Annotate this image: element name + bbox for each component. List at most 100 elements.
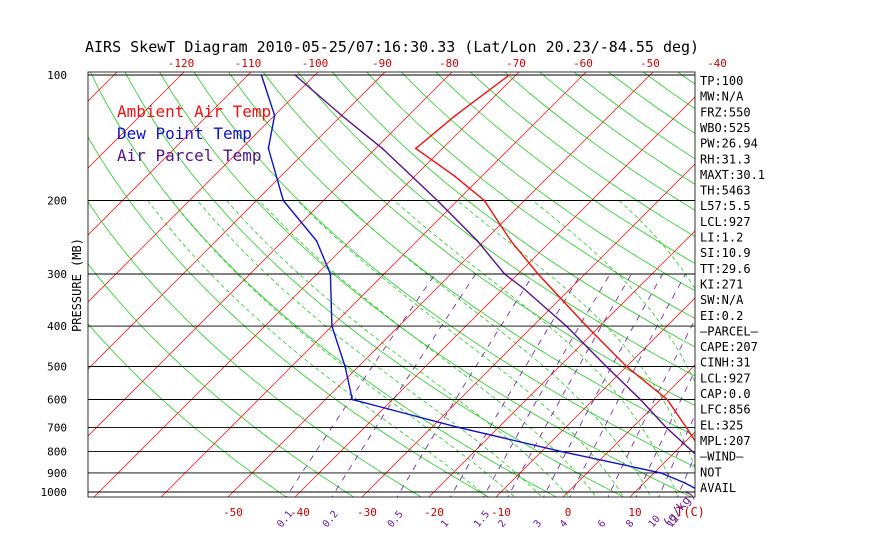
dry-adiabat <box>88 323 287 497</box>
mixing-ratio-line <box>396 273 535 497</box>
dry-adiabat <box>435 72 695 264</box>
top-temp-tick-label: -70 <box>506 57 526 70</box>
mixing-ratio-tick-label: 0.2 <box>321 509 341 530</box>
bottom-temperature-labels: -50 -40 -30 -20 -10 0 10 <box>223 506 642 519</box>
series-point <box>329 273 332 275</box>
series-point <box>639 398 642 401</box>
pressure-tick-label: 1000 <box>41 486 68 499</box>
series-point <box>665 426 667 429</box>
top-temperature-labels: -120 -110 -100 -90 -80 -70 -60 -50 -40 <box>168 57 727 70</box>
index-entry: KI:271 <box>700 277 743 291</box>
mixing-ratio-tick-label: 2 <box>496 518 508 530</box>
index-entry: NOT <box>700 465 722 479</box>
series-point <box>537 273 539 275</box>
dry-adiabat <box>400 72 695 292</box>
mixing-ratio-line <box>658 414 695 497</box>
series-line-air-parcel-temp <box>294 74 695 455</box>
dry-adiabat <box>88 263 355 497</box>
legend-entry: Ambient Air Temp <box>117 102 271 121</box>
series-point <box>659 472 662 474</box>
mixing-ratio-line <box>775 274 865 501</box>
dry-adiabat <box>469 72 695 238</box>
series-point <box>565 325 568 327</box>
index-entry: CINH:31 <box>700 356 751 370</box>
series-point <box>414 147 417 150</box>
index-entry: AVAIL <box>700 481 736 495</box>
series-point <box>344 365 346 368</box>
mixing-ratio-tick-label: 1.5 <box>472 509 492 530</box>
series-point <box>503 273 506 275</box>
isotherm-line <box>88 72 185 169</box>
series-point <box>625 365 628 368</box>
mixing-ratio-line <box>507 273 632 497</box>
dry-adiabat <box>88 201 422 497</box>
isotherm-line <box>819 35 870 510</box>
moist-adiabat <box>341 200 652 497</box>
index-entry: PW:26.94 <box>700 137 758 151</box>
moist-adiabat <box>197 200 543 497</box>
pressure-tick-label: 100 <box>47 69 67 82</box>
y-axis-label: PRESSURE (MB) <box>70 238 84 332</box>
isotherm-line <box>88 72 453 437</box>
series-point <box>728 477 730 479</box>
dry-adiabat <box>159 72 693 497</box>
series-point <box>340 114 343 117</box>
legend-entry: Air Parcel Temp <box>117 146 262 165</box>
mixing-ratio-tick-label: 4 <box>558 518 570 530</box>
mixing-ratio-line <box>677 454 695 497</box>
top-temp-tick-label: -90 <box>372 57 392 70</box>
bottom-temp-tick-label: 0 <box>565 506 572 519</box>
pressure-tick-label: 300 <box>47 268 67 281</box>
isotherm-line <box>495 297 695 497</box>
isotherm-line <box>88 72 252 236</box>
x-axis-unit-label: T(C) <box>676 505 705 519</box>
isotherm-line <box>0 35 20 510</box>
dry-adiabat <box>331 72 695 348</box>
moist-adiabat <box>532 200 695 384</box>
index-entry: WBO:525 <box>700 121 751 135</box>
pressure-tick-label: 800 <box>47 446 67 459</box>
index-entry: CAPE:207 <box>700 340 758 354</box>
dry-adiabat <box>124 72 625 497</box>
index-entry: MW:N/A <box>700 90 744 104</box>
index-entry: TH:5463 <box>700 184 751 198</box>
series-point <box>522 287 525 290</box>
mixing-ratio-tick-label: 6 <box>596 518 608 530</box>
top-temp-tick-label: -60 <box>573 57 593 70</box>
background-grid <box>0 35 870 510</box>
dry-adiabat <box>88 136 490 497</box>
series-point <box>315 240 318 242</box>
moist-adiabat <box>457 200 695 469</box>
series-point <box>436 199 439 202</box>
dry-adiabat <box>757 56 870 501</box>
top-temp-tick-label: -40 <box>707 57 727 70</box>
isotherm-line <box>160 72 587 497</box>
index-entry: EL:325 <box>700 418 743 432</box>
series-point <box>755 491 757 493</box>
top-temp-tick-label: -120 <box>168 57 195 70</box>
series-point <box>282 199 285 202</box>
series-point <box>737 482 739 484</box>
isotherm-line <box>562 364 695 497</box>
mixing-ratio-line <box>449 273 582 497</box>
series-point <box>454 114 457 117</box>
index-entry: LCL:927 <box>700 215 751 229</box>
pressure-tick-label: 900 <box>47 467 67 480</box>
isotherm-line <box>361 163 695 497</box>
bottom-temp-tick-label: 10 <box>628 506 641 519</box>
bottom-temp-tick-label: -20 <box>424 506 444 519</box>
series-point <box>457 426 460 429</box>
series-point <box>560 450 563 453</box>
index-entry: TP:100 <box>700 74 743 88</box>
mixing-ratio-line <box>755 274 848 501</box>
plot-frame <box>87 71 696 498</box>
series-point <box>260 74 263 76</box>
index-entry: FRZ:550 <box>700 105 751 119</box>
top-temp-tick-label: -80 <box>439 57 459 70</box>
mixing-ratio-tick-label: 0.5 <box>386 509 406 530</box>
pressure-tick-label: 500 <box>47 361 67 374</box>
mixing-ratio-line <box>543 273 664 497</box>
mixing-ratio-line <box>607 318 695 497</box>
moist-adiabat <box>780 201 814 501</box>
